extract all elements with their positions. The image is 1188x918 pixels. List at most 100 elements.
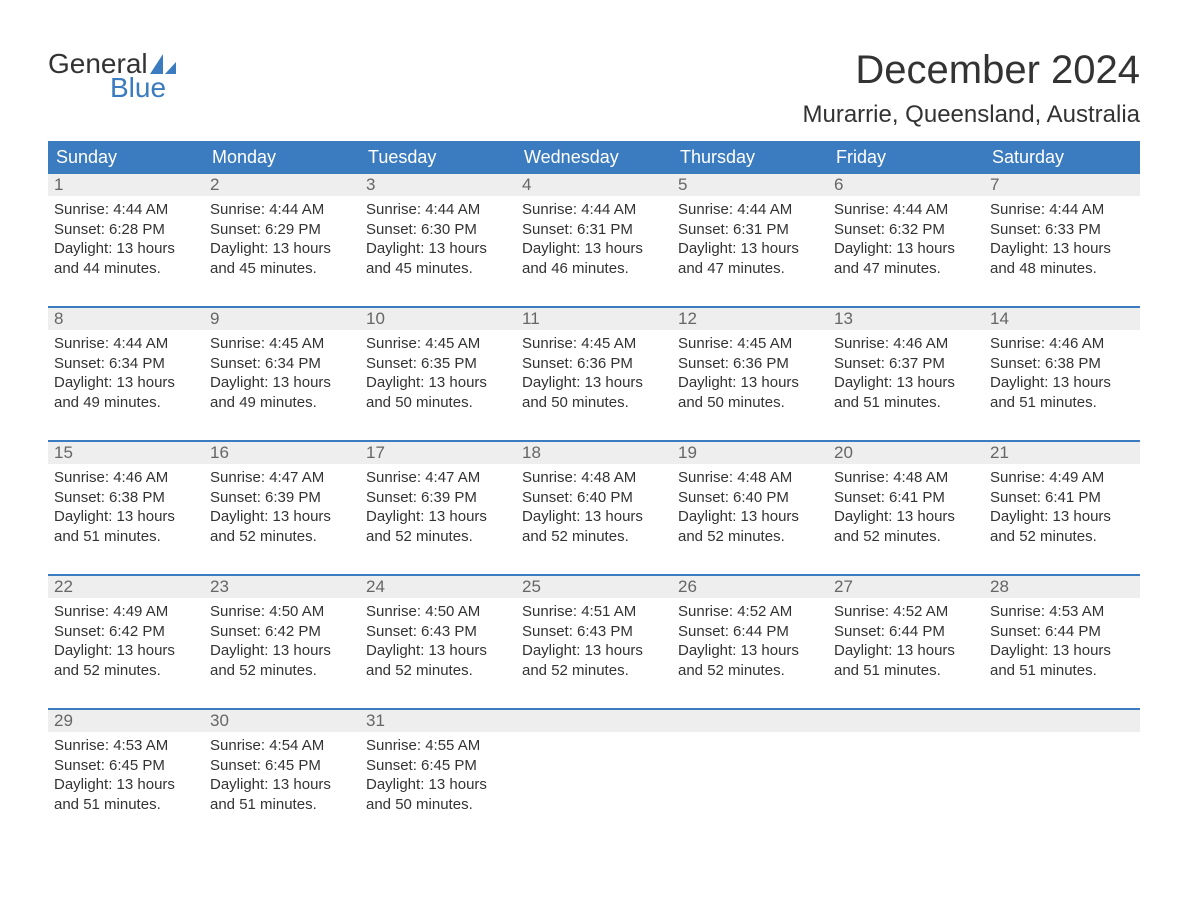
day-number: 18 <box>516 442 672 464</box>
daylight-text-2: and 51 minutes. <box>54 795 198 815</box>
day-details: Sunrise: 4:46 AMSunset: 6:37 PMDaylight:… <box>828 330 984 416</box>
daylight-text-1: Daylight: 13 hours <box>834 373 978 393</box>
sunrise-text: Sunrise: 4:49 AM <box>990 468 1134 488</box>
calendar-day-cell: 17Sunrise: 4:47 AMSunset: 6:39 PMDayligh… <box>360 442 516 550</box>
day-header-thursday: Thursday <box>672 141 828 174</box>
day-details: Sunrise: 4:44 AMSunset: 6:29 PMDaylight:… <box>204 196 360 282</box>
daylight-text-2: and 52 minutes. <box>522 661 666 681</box>
sunrise-text: Sunrise: 4:48 AM <box>678 468 822 488</box>
day-number: 8 <box>48 308 204 330</box>
day-details: Sunrise: 4:44 AMSunset: 6:32 PMDaylight:… <box>828 196 984 282</box>
page-title: December 2024 <box>803 48 1141 93</box>
daylight-text-2: and 48 minutes. <box>990 259 1134 279</box>
daylight-text-1: Daylight: 13 hours <box>210 239 354 259</box>
sunrise-text: Sunrise: 4:52 AM <box>678 602 822 622</box>
calendar-week: 29Sunrise: 4:53 AMSunset: 6:45 PMDayligh… <box>48 708 1140 818</box>
calendar-day-cell: 28Sunrise: 4:53 AMSunset: 6:44 PMDayligh… <box>984 576 1140 684</box>
sunrise-text: Sunrise: 4:45 AM <box>366 334 510 354</box>
daylight-text-2: and 46 minutes. <box>522 259 666 279</box>
day-number: 9 <box>204 308 360 330</box>
daylight-text-1: Daylight: 13 hours <box>366 507 510 527</box>
sunset-text: Sunset: 6:44 PM <box>678 622 822 642</box>
sunrise-text: Sunrise: 4:47 AM <box>366 468 510 488</box>
day-number <box>672 710 828 732</box>
day-number: 11 <box>516 308 672 330</box>
daylight-text-1: Daylight: 13 hours <box>54 775 198 795</box>
day-details: Sunrise: 4:47 AMSunset: 6:39 PMDaylight:… <box>360 464 516 550</box>
day-header-sunday: Sunday <box>48 141 204 174</box>
daylight-text-1: Daylight: 13 hours <box>678 239 822 259</box>
sunset-text: Sunset: 6:36 PM <box>522 354 666 374</box>
day-number: 3 <box>360 174 516 196</box>
daylight-text-2: and 52 minutes. <box>678 661 822 681</box>
daylight-text-2: and 44 minutes. <box>54 259 198 279</box>
day-number: 10 <box>360 308 516 330</box>
daylight-text-2: and 52 minutes. <box>990 527 1134 547</box>
sunrise-text: Sunrise: 4:53 AM <box>990 602 1134 622</box>
calendar-day-cell: 16Sunrise: 4:47 AMSunset: 6:39 PMDayligh… <box>204 442 360 550</box>
daylight-text-2: and 50 minutes. <box>366 795 510 815</box>
day-number: 2 <box>204 174 360 196</box>
sunset-text: Sunset: 6:39 PM <box>366 488 510 508</box>
sunrise-text: Sunrise: 4:44 AM <box>54 334 198 354</box>
day-number: 19 <box>672 442 828 464</box>
sunrise-text: Sunrise: 4:44 AM <box>678 200 822 220</box>
day-number: 27 <box>828 576 984 598</box>
day-number: 13 <box>828 308 984 330</box>
calendar-day-cell <box>828 710 984 818</box>
sunrise-text: Sunrise: 4:47 AM <box>210 468 354 488</box>
sunset-text: Sunset: 6:35 PM <box>366 354 510 374</box>
calendar-day-cell: 23Sunrise: 4:50 AMSunset: 6:42 PMDayligh… <box>204 576 360 684</box>
daylight-text-2: and 52 minutes. <box>366 661 510 681</box>
sunset-text: Sunset: 6:43 PM <box>522 622 666 642</box>
sunset-text: Sunset: 6:32 PM <box>834 220 978 240</box>
daylight-text-1: Daylight: 13 hours <box>522 641 666 661</box>
day-details: Sunrise: 4:48 AMSunset: 6:41 PMDaylight:… <box>828 464 984 550</box>
calendar-day-cell: 27Sunrise: 4:52 AMSunset: 6:44 PMDayligh… <box>828 576 984 684</box>
calendar-day-cell: 20Sunrise: 4:48 AMSunset: 6:41 PMDayligh… <box>828 442 984 550</box>
calendar: Sunday Monday Tuesday Wednesday Thursday… <box>48 141 1140 818</box>
sunset-text: Sunset: 6:28 PM <box>54 220 198 240</box>
calendar-week: 1Sunrise: 4:44 AMSunset: 6:28 PMDaylight… <box>48 174 1140 282</box>
day-details: Sunrise: 4:46 AMSunset: 6:38 PMDaylight:… <box>984 330 1140 416</box>
sunset-text: Sunset: 6:31 PM <box>522 220 666 240</box>
calendar-day-cell: 11Sunrise: 4:45 AMSunset: 6:36 PMDayligh… <box>516 308 672 416</box>
daylight-text-2: and 50 minutes. <box>522 393 666 413</box>
sunrise-text: Sunrise: 4:52 AM <box>834 602 978 622</box>
daylight-text-1: Daylight: 13 hours <box>990 239 1134 259</box>
daylight-text-1: Daylight: 13 hours <box>834 239 978 259</box>
day-number: 24 <box>360 576 516 598</box>
day-number: 4 <box>516 174 672 196</box>
brand-text-blue: Blue <box>110 72 166 104</box>
daylight-text-2: and 51 minutes. <box>210 795 354 815</box>
sunset-text: Sunset: 6:30 PM <box>366 220 510 240</box>
day-details: Sunrise: 4:48 AMSunset: 6:40 PMDaylight:… <box>672 464 828 550</box>
sunset-text: Sunset: 6:43 PM <box>366 622 510 642</box>
day-number: 14 <box>984 308 1140 330</box>
calendar-day-cell: 22Sunrise: 4:49 AMSunset: 6:42 PMDayligh… <box>48 576 204 684</box>
calendar-week: 22Sunrise: 4:49 AMSunset: 6:42 PMDayligh… <box>48 574 1140 684</box>
daylight-text-1: Daylight: 13 hours <box>990 641 1134 661</box>
day-header-wednesday: Wednesday <box>516 141 672 174</box>
calendar-day-cell: 18Sunrise: 4:48 AMSunset: 6:40 PMDayligh… <box>516 442 672 550</box>
day-details: Sunrise: 4:53 AMSunset: 6:44 PMDaylight:… <box>984 598 1140 684</box>
calendar-day-cell: 24Sunrise: 4:50 AMSunset: 6:43 PMDayligh… <box>360 576 516 684</box>
location-label: Murarrie, Queensland, Australia <box>803 101 1141 129</box>
calendar-week: 8Sunrise: 4:44 AMSunset: 6:34 PMDaylight… <box>48 306 1140 416</box>
day-number: 6 <box>828 174 984 196</box>
day-number: 7 <box>984 174 1140 196</box>
sunset-text: Sunset: 6:44 PM <box>834 622 978 642</box>
daylight-text-1: Daylight: 13 hours <box>990 373 1134 393</box>
sunrise-text: Sunrise: 4:51 AM <box>522 602 666 622</box>
sunset-text: Sunset: 6:40 PM <box>678 488 822 508</box>
calendar-day-cell: 6Sunrise: 4:44 AMSunset: 6:32 PMDaylight… <box>828 174 984 282</box>
sunrise-text: Sunrise: 4:44 AM <box>54 200 198 220</box>
daylight-text-1: Daylight: 13 hours <box>678 373 822 393</box>
day-number: 15 <box>48 442 204 464</box>
day-number: 31 <box>360 710 516 732</box>
daylight-text-1: Daylight: 13 hours <box>54 373 198 393</box>
weeks-container: 1Sunrise: 4:44 AMSunset: 6:28 PMDaylight… <box>48 174 1140 818</box>
sunset-text: Sunset: 6:40 PM <box>522 488 666 508</box>
day-details: Sunrise: 4:51 AMSunset: 6:43 PMDaylight:… <box>516 598 672 684</box>
day-details: Sunrise: 4:54 AMSunset: 6:45 PMDaylight:… <box>204 732 360 818</box>
